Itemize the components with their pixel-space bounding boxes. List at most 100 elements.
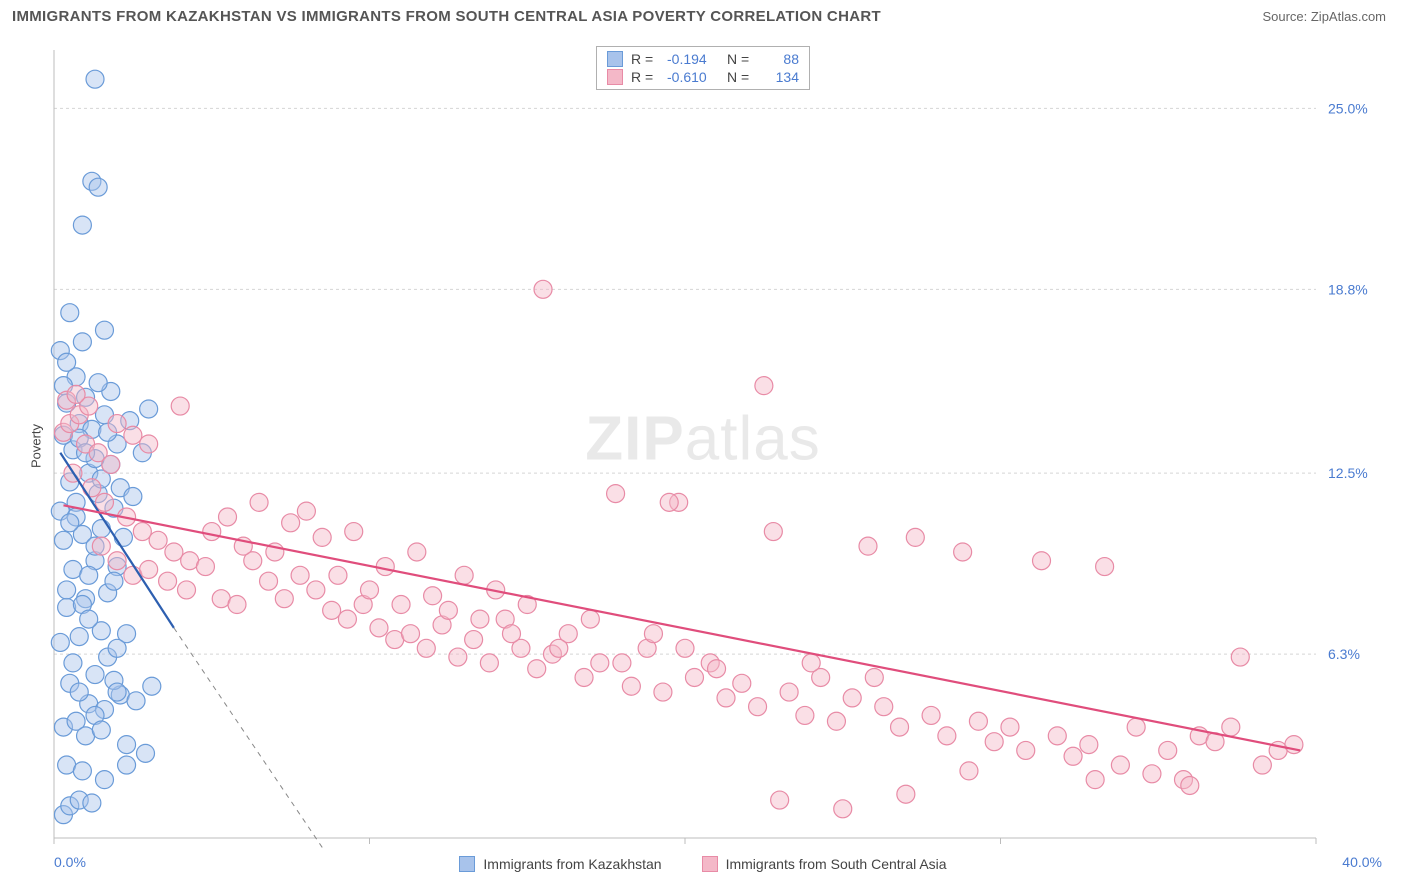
data-point	[417, 639, 435, 657]
data-point	[58, 598, 76, 616]
data-point	[455, 566, 473, 584]
data-point	[865, 668, 883, 686]
data-point	[1086, 771, 1104, 789]
data-point	[1064, 747, 1082, 765]
data-point	[92, 537, 110, 555]
n-value: 134	[765, 69, 799, 85]
data-point	[843, 689, 861, 707]
legend-row-series2: R = -0.610 N = 134	[607, 68, 799, 86]
data-point	[329, 566, 347, 584]
data-point	[834, 800, 852, 818]
chart-title: IMMIGRANTS FROM KAZAKHSTAN VS IMMIGRANTS…	[12, 8, 881, 25]
data-point	[219, 508, 237, 526]
data-point	[1080, 736, 1098, 754]
y-tick-label: 12.5%	[1328, 465, 1368, 481]
data-point	[95, 321, 113, 339]
data-point	[891, 718, 909, 736]
legend-label: Immigrants from South Central Asia	[726, 856, 947, 872]
data-point	[1111, 756, 1129, 774]
data-point	[361, 581, 379, 599]
data-point	[80, 566, 98, 584]
data-point	[165, 543, 183, 561]
data-point	[275, 590, 293, 608]
data-point	[127, 692, 145, 710]
data-point	[178, 581, 196, 599]
data-point	[95, 493, 113, 511]
data-point	[297, 502, 315, 520]
data-point	[118, 756, 136, 774]
data-point	[660, 493, 678, 511]
data-point	[118, 736, 136, 754]
data-point	[1017, 741, 1035, 759]
legend-swatch-icon	[607, 51, 623, 67]
data-point	[203, 523, 221, 541]
data-point	[133, 523, 151, 541]
data-point	[149, 531, 167, 549]
data-point	[676, 639, 694, 657]
data-point	[708, 660, 726, 678]
data-point	[58, 581, 76, 599]
data-point	[534, 280, 552, 298]
data-point	[859, 537, 877, 555]
data-point	[502, 625, 520, 643]
data-point	[250, 493, 268, 511]
data-point	[92, 721, 110, 739]
data-point	[755, 377, 773, 395]
data-point	[196, 558, 214, 576]
data-point	[802, 654, 820, 672]
data-point	[465, 631, 483, 649]
data-point	[140, 400, 158, 418]
data-point	[1253, 756, 1271, 774]
data-point	[1001, 718, 1019, 736]
legend-swatch-icon	[459, 856, 475, 872]
data-point	[1222, 718, 1240, 736]
data-point	[89, 178, 107, 196]
data-point	[613, 654, 631, 672]
data-point	[73, 333, 91, 351]
data-point	[80, 610, 98, 628]
data-point	[591, 654, 609, 672]
data-point	[171, 397, 189, 415]
data-point	[89, 374, 107, 392]
data-point	[345, 523, 363, 541]
data-point	[1048, 727, 1066, 745]
data-point	[1231, 648, 1249, 666]
data-point	[954, 543, 972, 561]
data-point	[143, 677, 161, 695]
data-point	[83, 794, 101, 812]
data-point	[108, 683, 126, 701]
data-point	[764, 523, 782, 541]
n-label: N =	[727, 51, 757, 67]
legend-item-kazakhstan: Immigrants from Kazakhstan	[459, 856, 661, 872]
data-point	[1143, 765, 1161, 783]
data-point	[1285, 736, 1303, 754]
data-point	[528, 660, 546, 678]
data-point	[733, 674, 751, 692]
data-point	[307, 581, 325, 599]
legend-row-series1: R = -0.194 N = 88	[607, 50, 799, 68]
data-point	[1159, 741, 1177, 759]
data-point	[439, 601, 457, 619]
data-point	[338, 610, 356, 628]
legend-item-south-central-asia: Immigrants from South Central Asia	[702, 856, 947, 872]
data-point	[83, 479, 101, 497]
data-point	[70, 683, 88, 701]
data-point	[54, 531, 72, 549]
data-point	[114, 528, 132, 546]
data-point	[780, 683, 798, 701]
data-point	[575, 668, 593, 686]
legend-swatch-icon	[607, 69, 623, 85]
data-point	[51, 633, 69, 651]
y-tick-label: 6.3%	[1328, 646, 1360, 662]
data-point	[685, 668, 703, 686]
data-point	[370, 619, 388, 637]
data-point	[95, 771, 113, 789]
data-point	[92, 520, 110, 538]
n-value: 88	[765, 51, 799, 67]
data-point	[969, 712, 987, 730]
data-point	[897, 785, 915, 803]
data-point	[1096, 558, 1114, 576]
data-point	[291, 566, 309, 584]
r-label: R =	[631, 69, 659, 85]
data-point	[58, 353, 76, 371]
